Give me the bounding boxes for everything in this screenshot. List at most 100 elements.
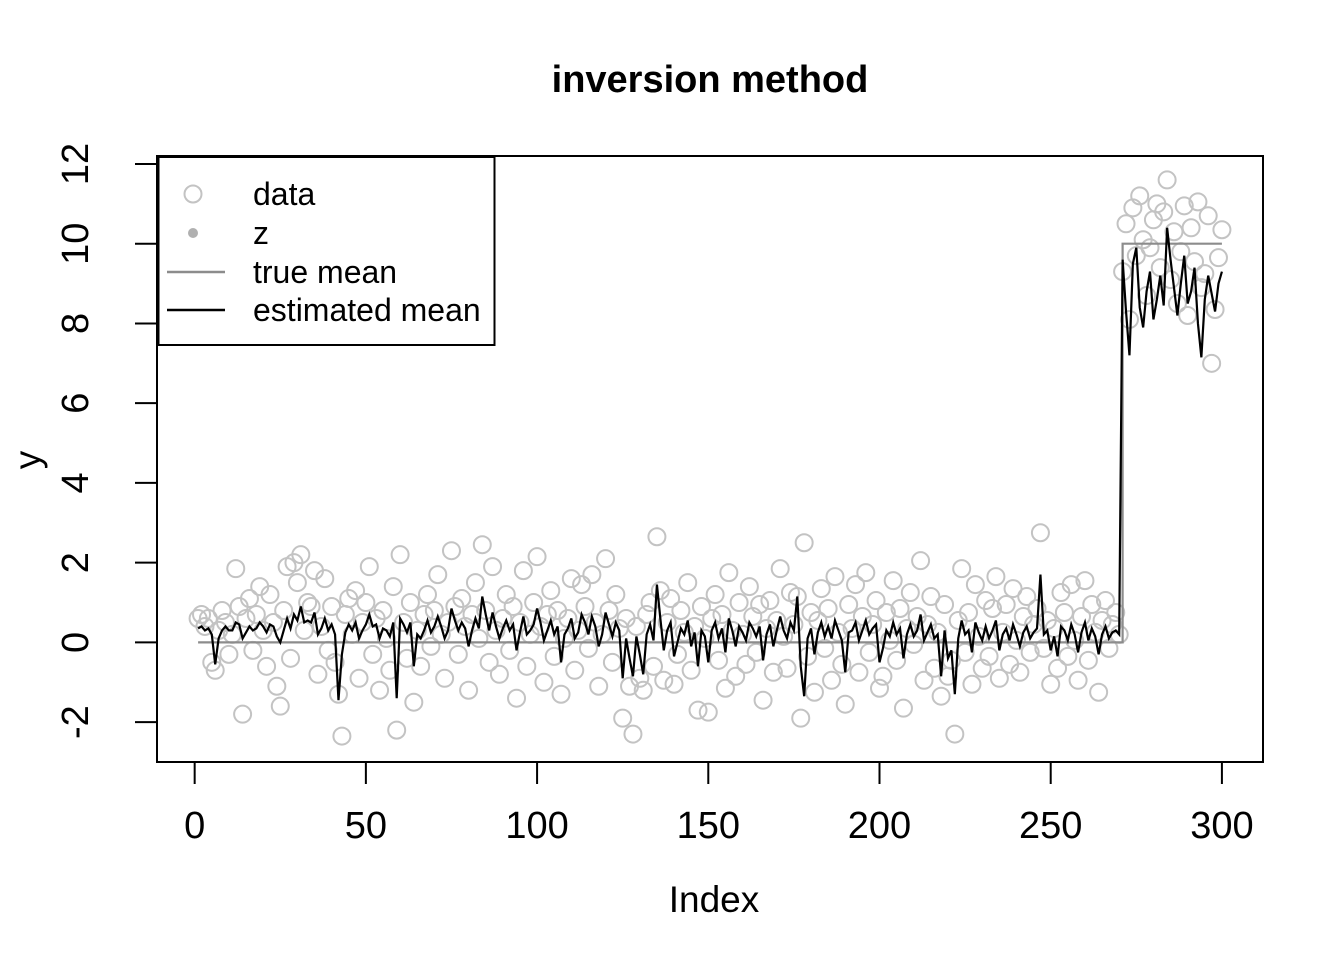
true-mean-line bbox=[198, 242, 1222, 644]
data-point bbox=[681, 660, 701, 680]
data-point bbox=[763, 662, 783, 682]
data-point bbox=[1054, 602, 1074, 622]
data-point bbox=[479, 652, 499, 672]
data-point bbox=[664, 674, 684, 694]
chart-title: inversion method bbox=[552, 59, 869, 101]
data-point bbox=[383, 577, 403, 597]
data-point bbox=[349, 668, 369, 688]
data-point bbox=[424, 601, 444, 620]
data-point bbox=[849, 662, 869, 682]
data-point bbox=[404, 692, 424, 712]
data-point bbox=[421, 636, 441, 656]
data-point bbox=[513, 561, 533, 581]
legend-label: true mean bbox=[253, 254, 397, 290]
data-point bbox=[589, 676, 609, 696]
data-point bbox=[630, 668, 650, 688]
x-tick-label: 0 bbox=[184, 805, 205, 847]
data-point bbox=[1089, 682, 1109, 702]
data-point bbox=[637, 604, 657, 624]
data-point bbox=[678, 573, 698, 593]
data-point bbox=[661, 589, 681, 609]
data-point bbox=[1095, 591, 1115, 611]
data-point bbox=[1181, 218, 1201, 238]
data-point bbox=[582, 565, 602, 585]
data-point bbox=[1188, 192, 1208, 212]
data-point bbox=[979, 646, 999, 666]
y-tick-label: 0 bbox=[55, 632, 97, 653]
y-tick-label: -2 bbox=[55, 705, 97, 739]
data-point bbox=[219, 644, 239, 664]
data-point bbox=[986, 567, 1006, 587]
data-point bbox=[1130, 186, 1150, 206]
data-point bbox=[575, 597, 595, 617]
data-point bbox=[846, 575, 866, 595]
data-point bbox=[791, 708, 811, 728]
data-point bbox=[411, 656, 431, 676]
data-point bbox=[989, 668, 1009, 688]
data-point bbox=[1092, 610, 1112, 630]
data-point bbox=[842, 618, 862, 638]
data-point bbox=[332, 726, 352, 746]
data-point bbox=[1034, 638, 1054, 658]
data-point bbox=[893, 698, 913, 718]
x-tick-label: 100 bbox=[505, 805, 568, 847]
data-point bbox=[428, 565, 448, 585]
data-point bbox=[596, 549, 616, 569]
data-point bbox=[695, 628, 715, 648]
data-point bbox=[260, 585, 280, 605]
data-point bbox=[465, 573, 485, 593]
data-point bbox=[483, 557, 503, 577]
plot-border bbox=[156, 155, 1264, 763]
data-point bbox=[606, 585, 626, 605]
data-point bbox=[691, 597, 711, 617]
data-point bbox=[887, 650, 907, 670]
data-point bbox=[527, 547, 547, 567]
data-point bbox=[996, 595, 1016, 615]
data-point bbox=[856, 563, 876, 583]
data-point bbox=[1205, 299, 1225, 319]
data-point bbox=[623, 724, 643, 744]
data-point bbox=[869, 678, 889, 698]
data-point bbox=[1161, 270, 1181, 290]
data-point bbox=[729, 593, 749, 613]
data-point bbox=[705, 585, 725, 605]
data-point bbox=[346, 581, 366, 601]
data-point bbox=[435, 668, 455, 688]
data-point bbox=[1178, 305, 1198, 325]
data-point bbox=[1106, 602, 1126, 622]
x-tick-label: 50 bbox=[345, 805, 387, 847]
data-point bbox=[1072, 606, 1092, 626]
data-point bbox=[335, 604, 355, 624]
data-point bbox=[770, 559, 790, 579]
data-point bbox=[267, 676, 287, 696]
data-point bbox=[294, 620, 314, 640]
data-point bbox=[322, 597, 342, 617]
data-point bbox=[1041, 674, 1061, 694]
data-point bbox=[459, 680, 479, 700]
data-point bbox=[671, 601, 691, 620]
x-tick-label: 300 bbox=[1190, 805, 1253, 847]
data-point bbox=[257, 656, 277, 676]
data-point bbox=[726, 666, 746, 686]
data-point bbox=[551, 684, 571, 704]
data-point bbox=[1195, 264, 1215, 284]
y-tick-label: 8 bbox=[55, 313, 97, 334]
data-point bbox=[760, 591, 780, 611]
data-point bbox=[890, 599, 910, 619]
legend-box bbox=[157, 156, 496, 346]
data-point bbox=[1212, 220, 1232, 240]
data-point bbox=[236, 608, 256, 628]
data-point bbox=[1003, 579, 1023, 599]
data-point bbox=[1010, 662, 1030, 682]
data-point bbox=[613, 708, 633, 728]
data-point bbox=[1058, 646, 1078, 666]
axes-layer: 0 50 100 150 200 250 300 -2 0 2 4 6 8 10 12 bbox=[55, 143, 1254, 847]
y-tick-label: 10 bbox=[55, 223, 97, 265]
data-point bbox=[873, 666, 893, 686]
data-point bbox=[702, 608, 722, 628]
data-point bbox=[914, 670, 934, 690]
y-tick-label: 6 bbox=[55, 393, 97, 414]
data-point bbox=[818, 599, 838, 619]
data-point bbox=[1030, 523, 1050, 543]
